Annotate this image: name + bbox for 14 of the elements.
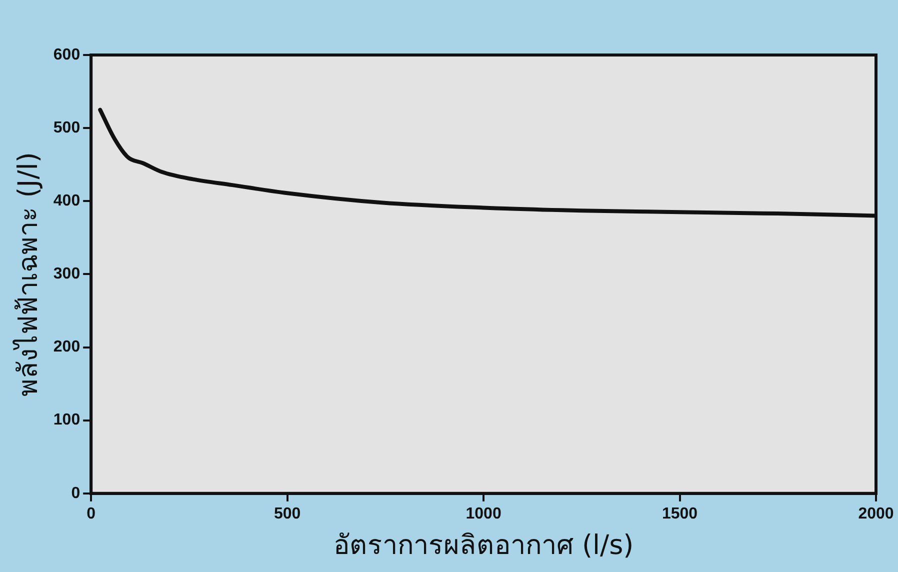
y-tick-label: 100: [53, 412, 80, 429]
y-tick-label: 400: [53, 192, 80, 210]
x-tick-label: 500: [274, 505, 301, 522]
y-tick-label: 200: [53, 338, 80, 356]
x-tick-label: 1000: [466, 505, 502, 522]
y-tick-label: 600: [53, 46, 80, 64]
y-tick-label: 0: [71, 484, 80, 502]
x-tick-label: 0: [86, 505, 96, 522]
y-tick-label: 500: [53, 119, 80, 136]
x-tick-label: 2000: [858, 505, 894, 522]
x-tick-label: 1500: [662, 505, 698, 522]
y-tick-label: 300: [53, 266, 80, 283]
y-axis-title: พลังไฟฟ้าเฉพาะ (J/l): [13, 152, 44, 396]
x-axis-title: อัตราการผลิตอากาศ (l/s): [333, 530, 634, 561]
